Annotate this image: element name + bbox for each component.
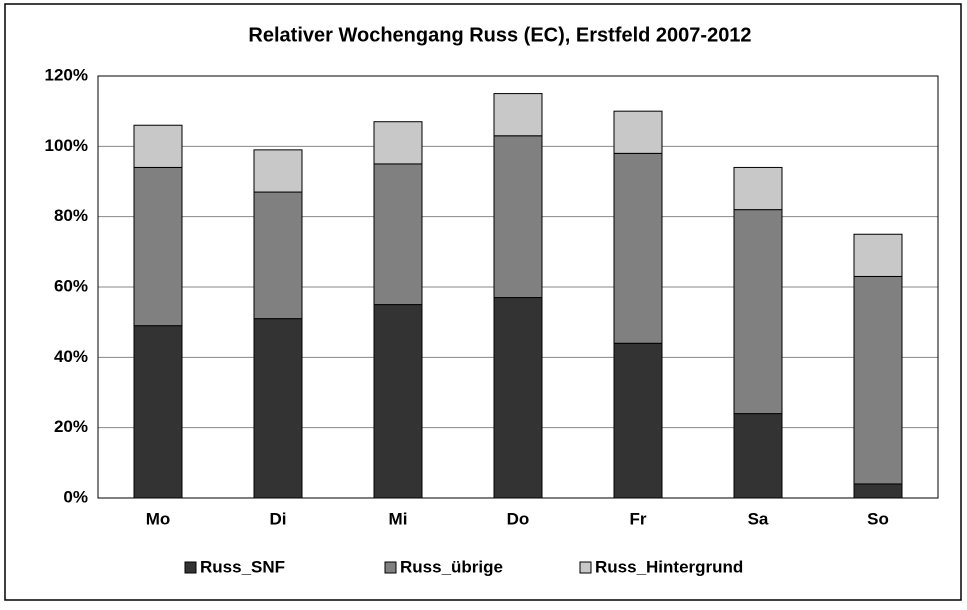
bar-segment	[253, 149, 303, 193]
bar-segment	[613, 342, 663, 499]
legend-label: Russ_SNF	[200, 557, 285, 576]
legend-swatch	[184, 561, 197, 574]
y-tick-label: 120%	[45, 65, 88, 84]
bar-segment	[493, 135, 543, 299]
bar-segment	[373, 163, 423, 306]
x-tick-label: Fr	[630, 509, 647, 528]
legend-swatch	[384, 561, 397, 574]
x-tick-label: So	[867, 509, 889, 528]
bar-segment	[253, 191, 303, 320]
legend-label: Russ_übrige	[400, 557, 503, 576]
x-tick-label: Mo	[146, 509, 171, 528]
bar-segment	[853, 275, 903, 485]
legend-label: Russ_Hintergrund	[595, 557, 743, 576]
bar-segment	[253, 318, 303, 499]
bar-segment	[373, 121, 423, 165]
bar-segment	[733, 166, 783, 211]
bar-segment	[613, 152, 663, 344]
bar-segment	[133, 124, 183, 168]
y-tick-label: 0%	[63, 487, 88, 506]
x-tick-label: Mi	[389, 509, 408, 528]
x-tick-label: Di	[270, 509, 287, 528]
bar-segment	[853, 233, 903, 277]
bar-segment	[373, 304, 423, 499]
bar-segment	[493, 297, 543, 499]
y-tick-label: 20%	[54, 417, 88, 436]
bar-segment	[853, 483, 903, 499]
y-tick-label: 40%	[54, 347, 88, 366]
bar-segment	[493, 93, 543, 137]
bar-segment	[733, 209, 783, 415]
bar-segment	[733, 413, 783, 499]
y-tick-label: 80%	[54, 206, 88, 225]
bar-segment	[133, 166, 183, 327]
y-tick-label: 100%	[45, 136, 88, 155]
x-tick-label: Do	[507, 509, 530, 528]
y-tick-label: 60%	[54, 276, 88, 295]
chart-title: Relativer Wochengang Russ (EC), Erstfeld…	[248, 24, 751, 46]
x-tick-label: Sa	[748, 509, 769, 528]
legend-swatch	[579, 561, 592, 574]
bar-segment	[613, 110, 663, 154]
bar-segment	[133, 325, 183, 499]
